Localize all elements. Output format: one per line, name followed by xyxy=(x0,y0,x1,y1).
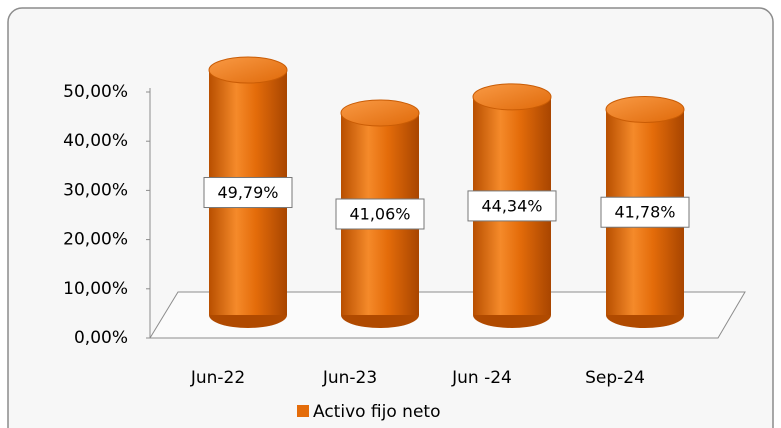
data-label: 41,06% xyxy=(349,204,410,223)
legend-label: Activo fijo neto xyxy=(313,402,440,422)
data-label: 41,78% xyxy=(614,203,675,222)
x-tick-label: Jun -24 xyxy=(451,368,512,388)
bar-top xyxy=(472,83,552,111)
y-tick-label: 40,00% xyxy=(63,131,128,151)
data-label-box xyxy=(203,177,293,209)
data-label-box xyxy=(335,198,425,230)
floor xyxy=(149,291,746,339)
data-label-box xyxy=(600,196,690,228)
data-label-box xyxy=(467,190,557,222)
y-tick-label: 20,00% xyxy=(63,230,128,250)
y-tick-label: 0,00% xyxy=(74,328,128,348)
x-tick-label: Sep-24 xyxy=(585,368,645,388)
x-tick-label: Jun-23 xyxy=(322,368,377,388)
y-tick-label: 10,00% xyxy=(63,279,128,299)
bar-top xyxy=(340,99,420,127)
bar-top xyxy=(208,56,288,84)
data-label: 44,34% xyxy=(481,196,542,215)
x-tick-label: Jun-22 xyxy=(190,368,245,388)
legend-swatch xyxy=(297,405,309,417)
data-label: 49,79% xyxy=(217,183,278,202)
y-tick-label: 30,00% xyxy=(63,180,128,200)
bar-top xyxy=(605,95,685,123)
y-tick-label: 50,00% xyxy=(63,82,128,102)
